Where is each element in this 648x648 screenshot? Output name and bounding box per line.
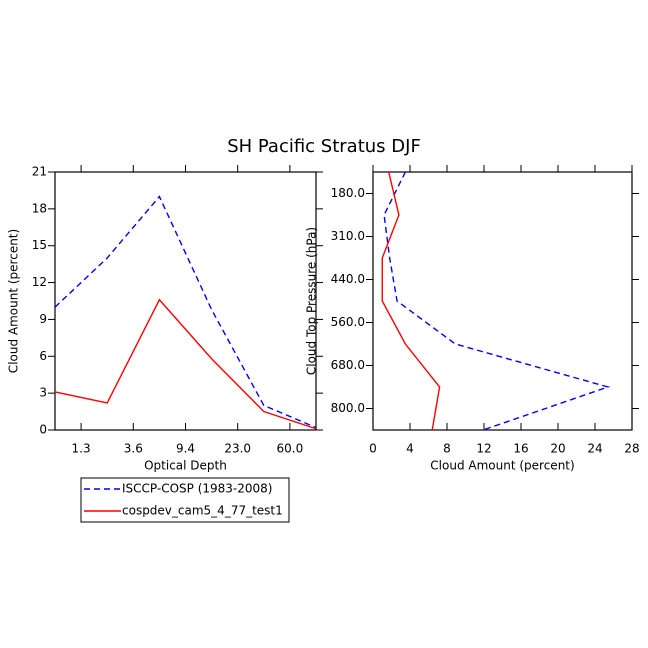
y-tick-label: 680.0 <box>331 358 365 372</box>
y-tick-label: 3 <box>39 386 47 400</box>
y-tick-label: 15 <box>32 238 47 252</box>
y-axis-label: Cloud Top Pressure (hPa) <box>305 227 319 375</box>
x-tick-label: 9.4 <box>176 442 195 456</box>
y-tick-label: 12 <box>32 275 47 289</box>
plot-frame <box>54 171 317 431</box>
series-line <box>381 171 441 431</box>
x-tick-label: 0 <box>369 442 377 456</box>
legend-label: cospdev_cam5_4_77_test1 <box>122 504 283 518</box>
y-tick-label: 800.0 <box>331 401 365 415</box>
y-tick-label: 6 <box>39 349 47 363</box>
x-tick-label: 16 <box>513 442 528 456</box>
x-tick-label: 1.3 <box>72 442 91 456</box>
x-tick-label: 3.6 <box>124 442 143 456</box>
y-tick-label: 0 <box>39 423 47 437</box>
y-tick-label: 9 <box>39 312 47 326</box>
x-axis-label: Optical Depth <box>144 459 227 473</box>
legend-box <box>80 477 290 523</box>
y-tick-label: 310.0 <box>331 229 365 243</box>
y-axis-label: Cloud Amount (percent) <box>7 229 21 373</box>
x-tick-label: 23.0 <box>224 442 251 456</box>
plot-frame <box>372 171 633 431</box>
series-line <box>54 195 317 429</box>
x-tick-label: 60.0 <box>277 442 304 456</box>
x-tick-label: 4 <box>406 442 414 456</box>
x-tick-label: 24 <box>587 442 602 456</box>
series-line <box>54 298 317 430</box>
x-tick-label: 12 <box>476 442 491 456</box>
y-tick-label: 21 <box>32 165 47 179</box>
y-tick-label: 18 <box>32 201 47 215</box>
y-tick-label: 560.0 <box>331 315 365 329</box>
y-tick-label: 180.0 <box>331 186 365 200</box>
x-tick-label: 28 <box>624 442 639 456</box>
x-tick-label: 8 <box>443 442 451 456</box>
series-line <box>383 171 611 431</box>
x-tick-label: 20 <box>550 442 565 456</box>
x-axis-label: Cloud Amount (percent) <box>430 459 574 473</box>
title: SH Pacific Stratus DJF <box>227 136 421 157</box>
y-tick-label: 440.0 <box>331 272 365 286</box>
legend-label: ISCCP-COSP (1983-2008) <box>122 482 272 496</box>
